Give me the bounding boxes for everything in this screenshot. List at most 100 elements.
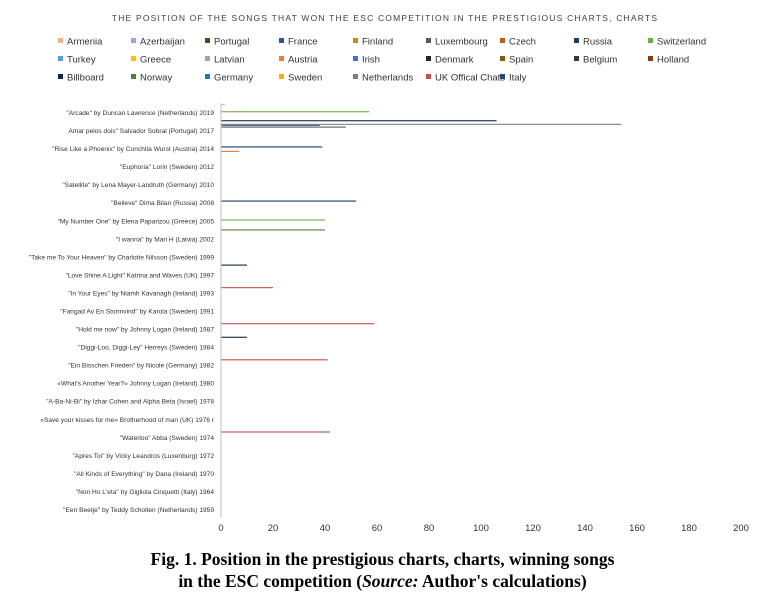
category-label: "Non Ho L'eta" by Gigliola Cinquetti (It… — [76, 489, 215, 496]
legend-item: Spain — [500, 55, 533, 66]
legend-item: UK Offical Chats — [426, 73, 505, 84]
bar — [221, 104, 225, 106]
legend-swatch — [205, 38, 210, 43]
legend-item: Greece — [131, 55, 171, 66]
category-label: "In Your Eyes" by Niamh Kavanagh (Irelan… — [68, 290, 214, 297]
category-label: "Ein Bisschen Frieden" by Nicole (German… — [68, 363, 214, 370]
legend-label: Luxembourg — [435, 37, 488, 48]
legend-label: Greece — [140, 55, 171, 66]
legend-item: Latvian — [205, 55, 245, 66]
legend-label: Portugal — [214, 37, 249, 48]
category-label: "My Number One" by Elena Paparizou (Gree… — [58, 218, 215, 225]
legend-item: Holland — [648, 55, 689, 66]
bar — [221, 200, 357, 202]
legend-swatch — [353, 74, 358, 79]
legend-swatch — [279, 38, 284, 43]
legend-swatch — [205, 74, 210, 79]
bar — [221, 264, 247, 266]
category-label: "I wanna" by Mari H (Latvia) 2002 — [116, 236, 214, 243]
legend-label: France — [288, 37, 318, 48]
legend-item: Billboard — [58, 73, 104, 84]
bar — [221, 126, 346, 128]
chart-figure: THE POSITION OF THE SONGS THAT WON THE E… — [29, 13, 749, 534]
legend-item: Portugal — [205, 37, 249, 48]
legend-swatch — [426, 56, 431, 61]
caption-suffix: Author's calculations) — [418, 571, 587, 591]
legend-item: Russia — [574, 37, 613, 48]
legend-item: Azerbaijan — [131, 37, 185, 48]
legend-item: Czech — [500, 37, 536, 48]
legend-label: Sweden — [288, 73, 322, 84]
category-label: Amar pelos dois" Salvador Sobral (Portug… — [68, 128, 214, 135]
legend-swatch — [574, 56, 579, 61]
legend-item: Netherlands — [353, 73, 413, 84]
legend-swatch — [353, 56, 358, 61]
x-tick-label: 0 — [218, 523, 223, 534]
legend-label: Denmark — [435, 55, 474, 66]
bar — [221, 120, 497, 122]
legend-item: Switzerland — [648, 37, 706, 48]
bar — [221, 287, 273, 289]
category-label: «What's Another Year?» Johnny Logan (Ire… — [57, 381, 214, 388]
x-tick-label: 20 — [268, 523, 279, 534]
bar — [221, 229, 325, 231]
legend-label: Russia — [583, 37, 613, 48]
category-label: «Save your kisses for me» Brotherhood of… — [40, 417, 215, 424]
legend-label: Germany — [214, 73, 253, 84]
legend-swatch — [500, 74, 505, 79]
legend-label: Billboard — [67, 73, 104, 84]
legend-label: Switzerland — [657, 37, 706, 48]
category-label: "Een Beetje" by Teddy Scholten (Netherla… — [63, 507, 214, 514]
legend-label: Belgium — [583, 55, 617, 66]
legend-label: Norway — [140, 73, 172, 84]
legend-swatch — [500, 38, 505, 43]
legend-label: Italy — [509, 73, 527, 84]
category-label: "Love Shine A Light" Katrina and Waves (… — [66, 272, 215, 279]
legend-label: Armenia — [67, 37, 103, 48]
x-tick-label: 200 — [733, 523, 749, 534]
x-tick-label: 40 — [320, 523, 331, 534]
legend-swatch — [58, 74, 63, 79]
legend-item: France — [279, 37, 318, 48]
category-label: "All Kinds of Everything" by Dana (Irela… — [74, 471, 214, 478]
legend-swatch — [58, 38, 63, 43]
legend-item: Sweden — [279, 73, 322, 84]
caption-line-2: in the ESC competition (Source: Author's… — [0, 570, 765, 592]
legend-label: Irish — [362, 55, 380, 66]
legend-swatch — [279, 56, 284, 61]
x-tick-label: 60 — [372, 523, 383, 534]
legend-item: Luxembourg — [426, 37, 488, 48]
legend-swatch — [500, 56, 505, 61]
legend-item: Belgium — [574, 55, 617, 66]
bar — [221, 323, 375, 325]
x-tick-label: 160 — [629, 523, 645, 534]
legend-item: Finland — [353, 37, 393, 48]
legend-label: Finland — [362, 37, 393, 48]
legend-item: Austria — [279, 55, 318, 66]
plot-area — [220, 103, 622, 518]
legend-label: Azerbaijan — [140, 37, 185, 48]
category-label: "Apres Toi" by Vicky Leandros (Luxenburg… — [72, 453, 214, 460]
y-axis-labels: "Arcade" by Duncan Lawrence (Netherlands… — [29, 110, 215, 514]
bar — [221, 124, 320, 126]
legend-swatch — [426, 38, 431, 43]
x-tick-label: 180 — [681, 523, 697, 534]
legend-swatch — [131, 56, 136, 61]
category-label: "Waterloo" Abba (Sweden) 1974 — [120, 435, 215, 442]
legend-label: Turkey — [67, 55, 96, 66]
category-label: "Hold me now" by Johnny Logan (Ireland) … — [76, 327, 214, 334]
legend-swatch — [58, 56, 63, 61]
category-label: "Euphoria" Lorin (Sweden) 2012 — [120, 164, 214, 171]
x-tick-label: 140 — [577, 523, 593, 534]
chart-title: THE POSITION OF THE SONGS THAT WON THE E… — [112, 13, 658, 23]
bar — [221, 111, 370, 113]
category-label: "Fangad Av En Stormvind" by Karola (Swed… — [60, 309, 214, 316]
category-label: "Take me To Your Heaven" by Charlotte Ni… — [29, 254, 215, 261]
legend-swatch — [353, 38, 358, 43]
legend-label: Holland — [657, 55, 689, 66]
legend-swatch — [131, 38, 136, 43]
legend-swatch — [131, 74, 136, 79]
legend-swatch — [648, 56, 653, 61]
chart-legend: Armenia Azerbaijan Portugal France Finland Lu… — [58, 37, 706, 84]
legend-item: Norway — [131, 73, 172, 84]
